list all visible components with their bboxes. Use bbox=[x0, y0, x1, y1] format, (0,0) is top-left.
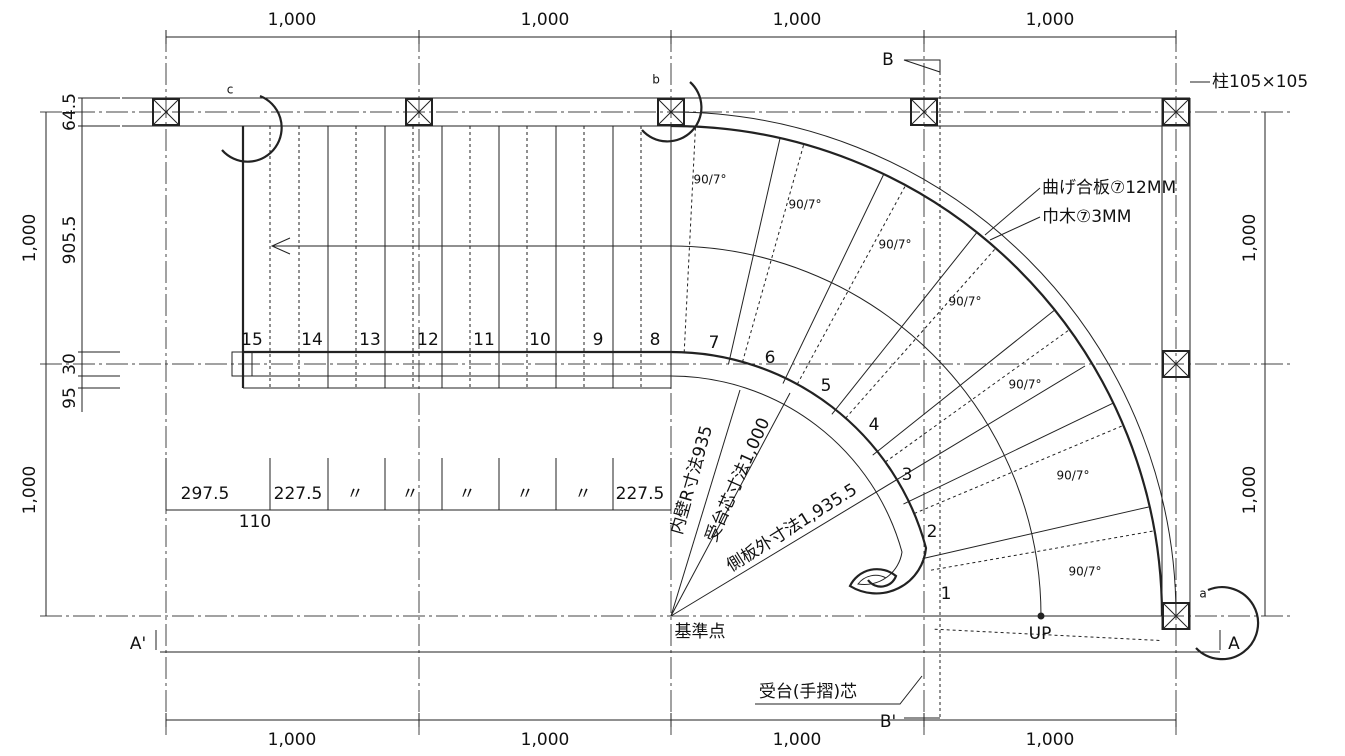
tread-number: 2 bbox=[927, 522, 938, 542]
section-mark: A' bbox=[130, 634, 146, 654]
section-mark: A bbox=[1228, 634, 1240, 654]
tread-number: 14 bbox=[301, 330, 323, 350]
dim-label: 64.5 bbox=[60, 93, 80, 131]
tread-number: 10 bbox=[529, 330, 551, 350]
tread-angle: 90/7° bbox=[694, 173, 727, 187]
tread-width: 〃 bbox=[575, 484, 592, 504]
dim-label: 95 bbox=[60, 387, 80, 409]
tread-width: 〃 bbox=[402, 484, 419, 504]
tread-number: 15 bbox=[241, 330, 263, 350]
tread-number: 9 bbox=[593, 330, 604, 350]
dim-label: 1,000 bbox=[1240, 466, 1260, 515]
winder-line bbox=[846, 249, 996, 418]
tread-angle: 90/7° bbox=[1069, 565, 1102, 579]
dim-label: 1,000 bbox=[521, 730, 570, 750]
labels: 1,000 1,000 1,000 1,000 1,000 1,000 1,000 1,000… bbox=[20, 10, 1308, 750]
section-mark: B' bbox=[880, 712, 896, 732]
tread-width: 227.5 bbox=[274, 484, 323, 504]
winder-line bbox=[832, 233, 977, 414]
tread-number: 4 bbox=[869, 415, 880, 435]
winder-line bbox=[914, 426, 1122, 514]
callout: 柱105×105 bbox=[1212, 72, 1308, 92]
detail-mark: b bbox=[652, 73, 660, 87]
tread-number: 3 bbox=[902, 465, 913, 485]
callout: 受台(手摺)芯 bbox=[759, 682, 857, 702]
tread-number: 12 bbox=[417, 330, 439, 350]
up-label: UP bbox=[1029, 624, 1052, 644]
winder-line bbox=[903, 403, 1112, 504]
dim-label: 1,000 bbox=[268, 10, 317, 30]
tread-number: 13 bbox=[359, 330, 381, 350]
tread-width: 227.5 bbox=[616, 484, 665, 504]
tread-number: 7 bbox=[709, 333, 720, 353]
winder-line bbox=[684, 127, 695, 353]
tread-width: 〃 bbox=[459, 484, 476, 504]
dim-label: 1,000 bbox=[20, 214, 40, 263]
base-point: 基準点 bbox=[675, 622, 726, 642]
tread-width: 〃 bbox=[347, 484, 364, 504]
detail-mark: a bbox=[1199, 587, 1206, 601]
dim-label: 1,000 bbox=[773, 730, 822, 750]
detail-mark: c bbox=[227, 83, 234, 97]
tread-angle: 90/7° bbox=[879, 238, 912, 252]
dim-label: 30 bbox=[60, 353, 80, 375]
tread-number: 8 bbox=[650, 330, 661, 350]
stair-plan: 1,000 1,000 1,000 1,000 1,000 1,000 1,000 1,000… bbox=[0, 0, 1345, 756]
section-mark: B bbox=[882, 50, 894, 70]
tread-angle: 90/7° bbox=[1057, 469, 1090, 483]
dim-label: 110 bbox=[239, 512, 271, 532]
tread-width: 〃 bbox=[517, 484, 534, 504]
dim-label: 1,000 bbox=[521, 10, 570, 30]
tread-number: 11 bbox=[473, 330, 495, 350]
winder-line bbox=[743, 144, 804, 362]
tread-number: 6 bbox=[765, 348, 776, 368]
tread-angle: 90/7° bbox=[1009, 378, 1042, 392]
radius-label: 側板外寸法1,935.5 bbox=[723, 480, 861, 576]
dim-label: 1,000 bbox=[1026, 10, 1075, 30]
tread-number: 5 bbox=[821, 376, 832, 396]
tread-angle: 90/7° bbox=[789, 198, 822, 212]
callout: 曲げ合板⑦12MM bbox=[1042, 178, 1176, 198]
dim-label: 1,000 bbox=[1240, 214, 1260, 263]
dim-label: 1,000 bbox=[20, 466, 40, 515]
dim-label: 1,000 bbox=[268, 730, 317, 750]
geometry bbox=[40, 30, 1290, 735]
winder-line bbox=[885, 330, 1069, 462]
tread-width: 297.5 bbox=[181, 484, 230, 504]
tread-angle: 90/7° bbox=[949, 295, 982, 309]
tread-number: 1 bbox=[941, 584, 952, 604]
dim-label: 1,000 bbox=[1026, 730, 1075, 750]
winder-line bbox=[931, 531, 1154, 570]
winder-line bbox=[797, 186, 905, 384]
dim-label: 905.5 bbox=[60, 216, 80, 265]
callout: 巾木⑦3MM bbox=[1042, 207, 1131, 227]
dim-label: 1,000 bbox=[773, 10, 822, 30]
